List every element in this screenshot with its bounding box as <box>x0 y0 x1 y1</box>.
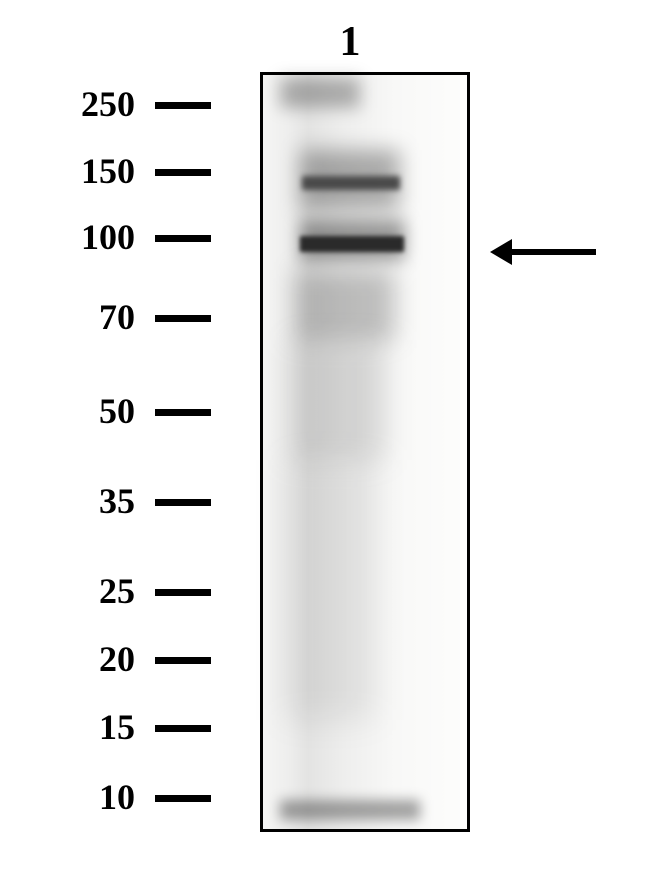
indicator-arrow-icon <box>488 235 600 269</box>
mw-label-250: 250 <box>81 83 135 125</box>
smear-6 <box>280 800 420 820</box>
band-0 <box>302 176 400 190</box>
mw-label-50: 50 <box>99 390 135 432</box>
mw-tick-10 <box>155 795 211 802</box>
mw-tick-35 <box>155 499 211 506</box>
lane-title: 1 <box>340 18 361 66</box>
mw-tick-150 <box>155 169 211 176</box>
mw-tick-15 <box>155 725 211 732</box>
band-1 <box>300 236 404 252</box>
mw-label-150: 150 <box>81 150 135 192</box>
mw-label-10: 10 <box>99 776 135 818</box>
mw-tick-250 <box>155 102 211 109</box>
mw-tick-70 <box>155 315 211 322</box>
mw-tick-25 <box>155 589 211 596</box>
mw-label-100: 100 <box>81 216 135 258</box>
mw-label-25: 25 <box>99 570 135 612</box>
smear-5 <box>285 460 375 720</box>
mw-tick-100 <box>155 235 211 242</box>
mw-label-70: 70 <box>99 296 135 338</box>
mw-tick-50 <box>155 409 211 416</box>
smear-3 <box>295 270 395 340</box>
mw-label-35: 35 <box>99 480 135 522</box>
mw-label-20: 20 <box>99 638 135 680</box>
smear-0 <box>280 78 360 108</box>
mw-tick-20 <box>155 657 211 664</box>
blot-figure: 1 250 150 100 70 50 35 25 20 15 10 <box>0 0 650 870</box>
mw-label-15: 15 <box>99 706 135 748</box>
smear-4 <box>290 340 385 460</box>
